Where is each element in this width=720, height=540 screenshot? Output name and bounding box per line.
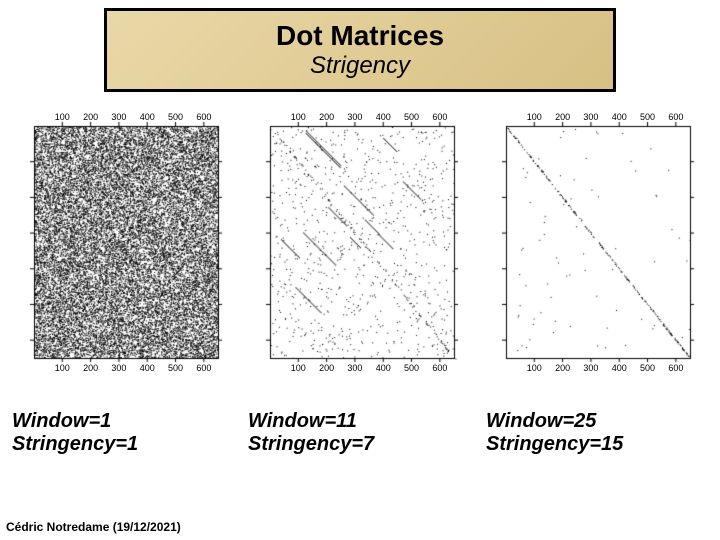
slide-root: Dot Matrices Strigency 100 100 200 200 300 30… bbox=[0, 0, 720, 540]
axis-tick-label: 500 bbox=[638, 112, 658, 122]
axis-tick-label: 300 bbox=[345, 363, 365, 373]
axis-tick-label: 300 bbox=[581, 363, 601, 373]
caption-window: Window=11 bbox=[248, 410, 374, 433]
axis-tick-label: 300 bbox=[345, 112, 365, 122]
axis-tick-label: 100 bbox=[288, 363, 308, 373]
caption-2: Window=11Stringency=7 bbox=[248, 410, 374, 456]
plots-row: 1001002002003003004004005005006006001001… bbox=[20, 112, 704, 382]
plot-w1-s1-canvas bbox=[20, 112, 232, 372]
axis-tick-label: 500 bbox=[638, 363, 658, 373]
title-box: Dot Matrices Strigency bbox=[104, 8, 616, 92]
caption-window: Window=1 bbox=[12, 410, 138, 433]
axis-tick-label: 300 bbox=[109, 112, 129, 122]
axis-tick-label: 200 bbox=[317, 363, 337, 373]
axis-tick-label: 100 bbox=[288, 112, 308, 122]
slide-title: Dot Matrices bbox=[276, 20, 444, 52]
plot-w11-s7-canvas bbox=[256, 112, 468, 372]
axis-tick-label: 300 bbox=[581, 112, 601, 122]
axis-tick-label: 200 bbox=[317, 112, 337, 122]
plot-w25-s15-canvas bbox=[492, 112, 704, 372]
slide-subtitle: Strigency bbox=[310, 52, 410, 80]
axis-tick-label: 500 bbox=[402, 363, 422, 373]
axis-tick-label: 100 bbox=[52, 112, 72, 122]
caption-stringency: Stringency=1 bbox=[12, 433, 138, 456]
axis-tick-label: 400 bbox=[609, 363, 629, 373]
axis-tick-label: 500 bbox=[166, 112, 186, 122]
axis-tick-label: 400 bbox=[373, 112, 393, 122]
axis-tick-label: 200 bbox=[553, 112, 573, 122]
axis-tick-label: 400 bbox=[373, 363, 393, 373]
plot-w25-s15: 100 100 200 200 300 300 400 400 500 500 600 600 bbox=[492, 112, 704, 372]
axis-tick-label: 600 bbox=[666, 363, 686, 373]
axis-tick-label: 400 bbox=[137, 363, 157, 373]
caption-1: Window=1Stringency=1 bbox=[12, 410, 138, 456]
plot-w1-s1: 100 100 200 200 300 300 400 400 500 500 600 600 bbox=[20, 112, 232, 372]
caption-stringency: Stringency=7 bbox=[248, 433, 374, 456]
caption-window: Window=25 bbox=[486, 410, 623, 433]
caption-3: Window=25Stringency=15 bbox=[486, 410, 623, 456]
axis-tick-label: 200 bbox=[81, 112, 101, 122]
axis-tick-label: 600 bbox=[430, 363, 450, 373]
axis-tick-label: 600 bbox=[430, 112, 450, 122]
axis-tick-label: 100 bbox=[524, 363, 544, 373]
axis-tick-label: 300 bbox=[109, 363, 129, 373]
axis-tick-label: 100 bbox=[52, 363, 72, 373]
axis-tick-label: 200 bbox=[81, 363, 101, 373]
axis-tick-label: 600 bbox=[194, 363, 214, 373]
footer-credit: Cédric Notredame (19/12/2021) bbox=[6, 520, 181, 534]
plot-w11-s7: 100 100 200 200 300 300 400 400 500 500 600 600 bbox=[256, 112, 468, 372]
caption-stringency: Stringency=15 bbox=[486, 433, 623, 456]
axis-tick-label: 100 bbox=[524, 112, 544, 122]
axis-tick-label: 500 bbox=[166, 363, 186, 373]
axis-tick-label: 200 bbox=[553, 363, 573, 373]
axis-tick-label: 600 bbox=[194, 112, 214, 122]
axis-tick-label: 400 bbox=[609, 112, 629, 122]
axis-tick-label: 500 bbox=[402, 112, 422, 122]
axis-tick-label: 400 bbox=[137, 112, 157, 122]
axis-tick-label: 600 bbox=[666, 112, 686, 122]
